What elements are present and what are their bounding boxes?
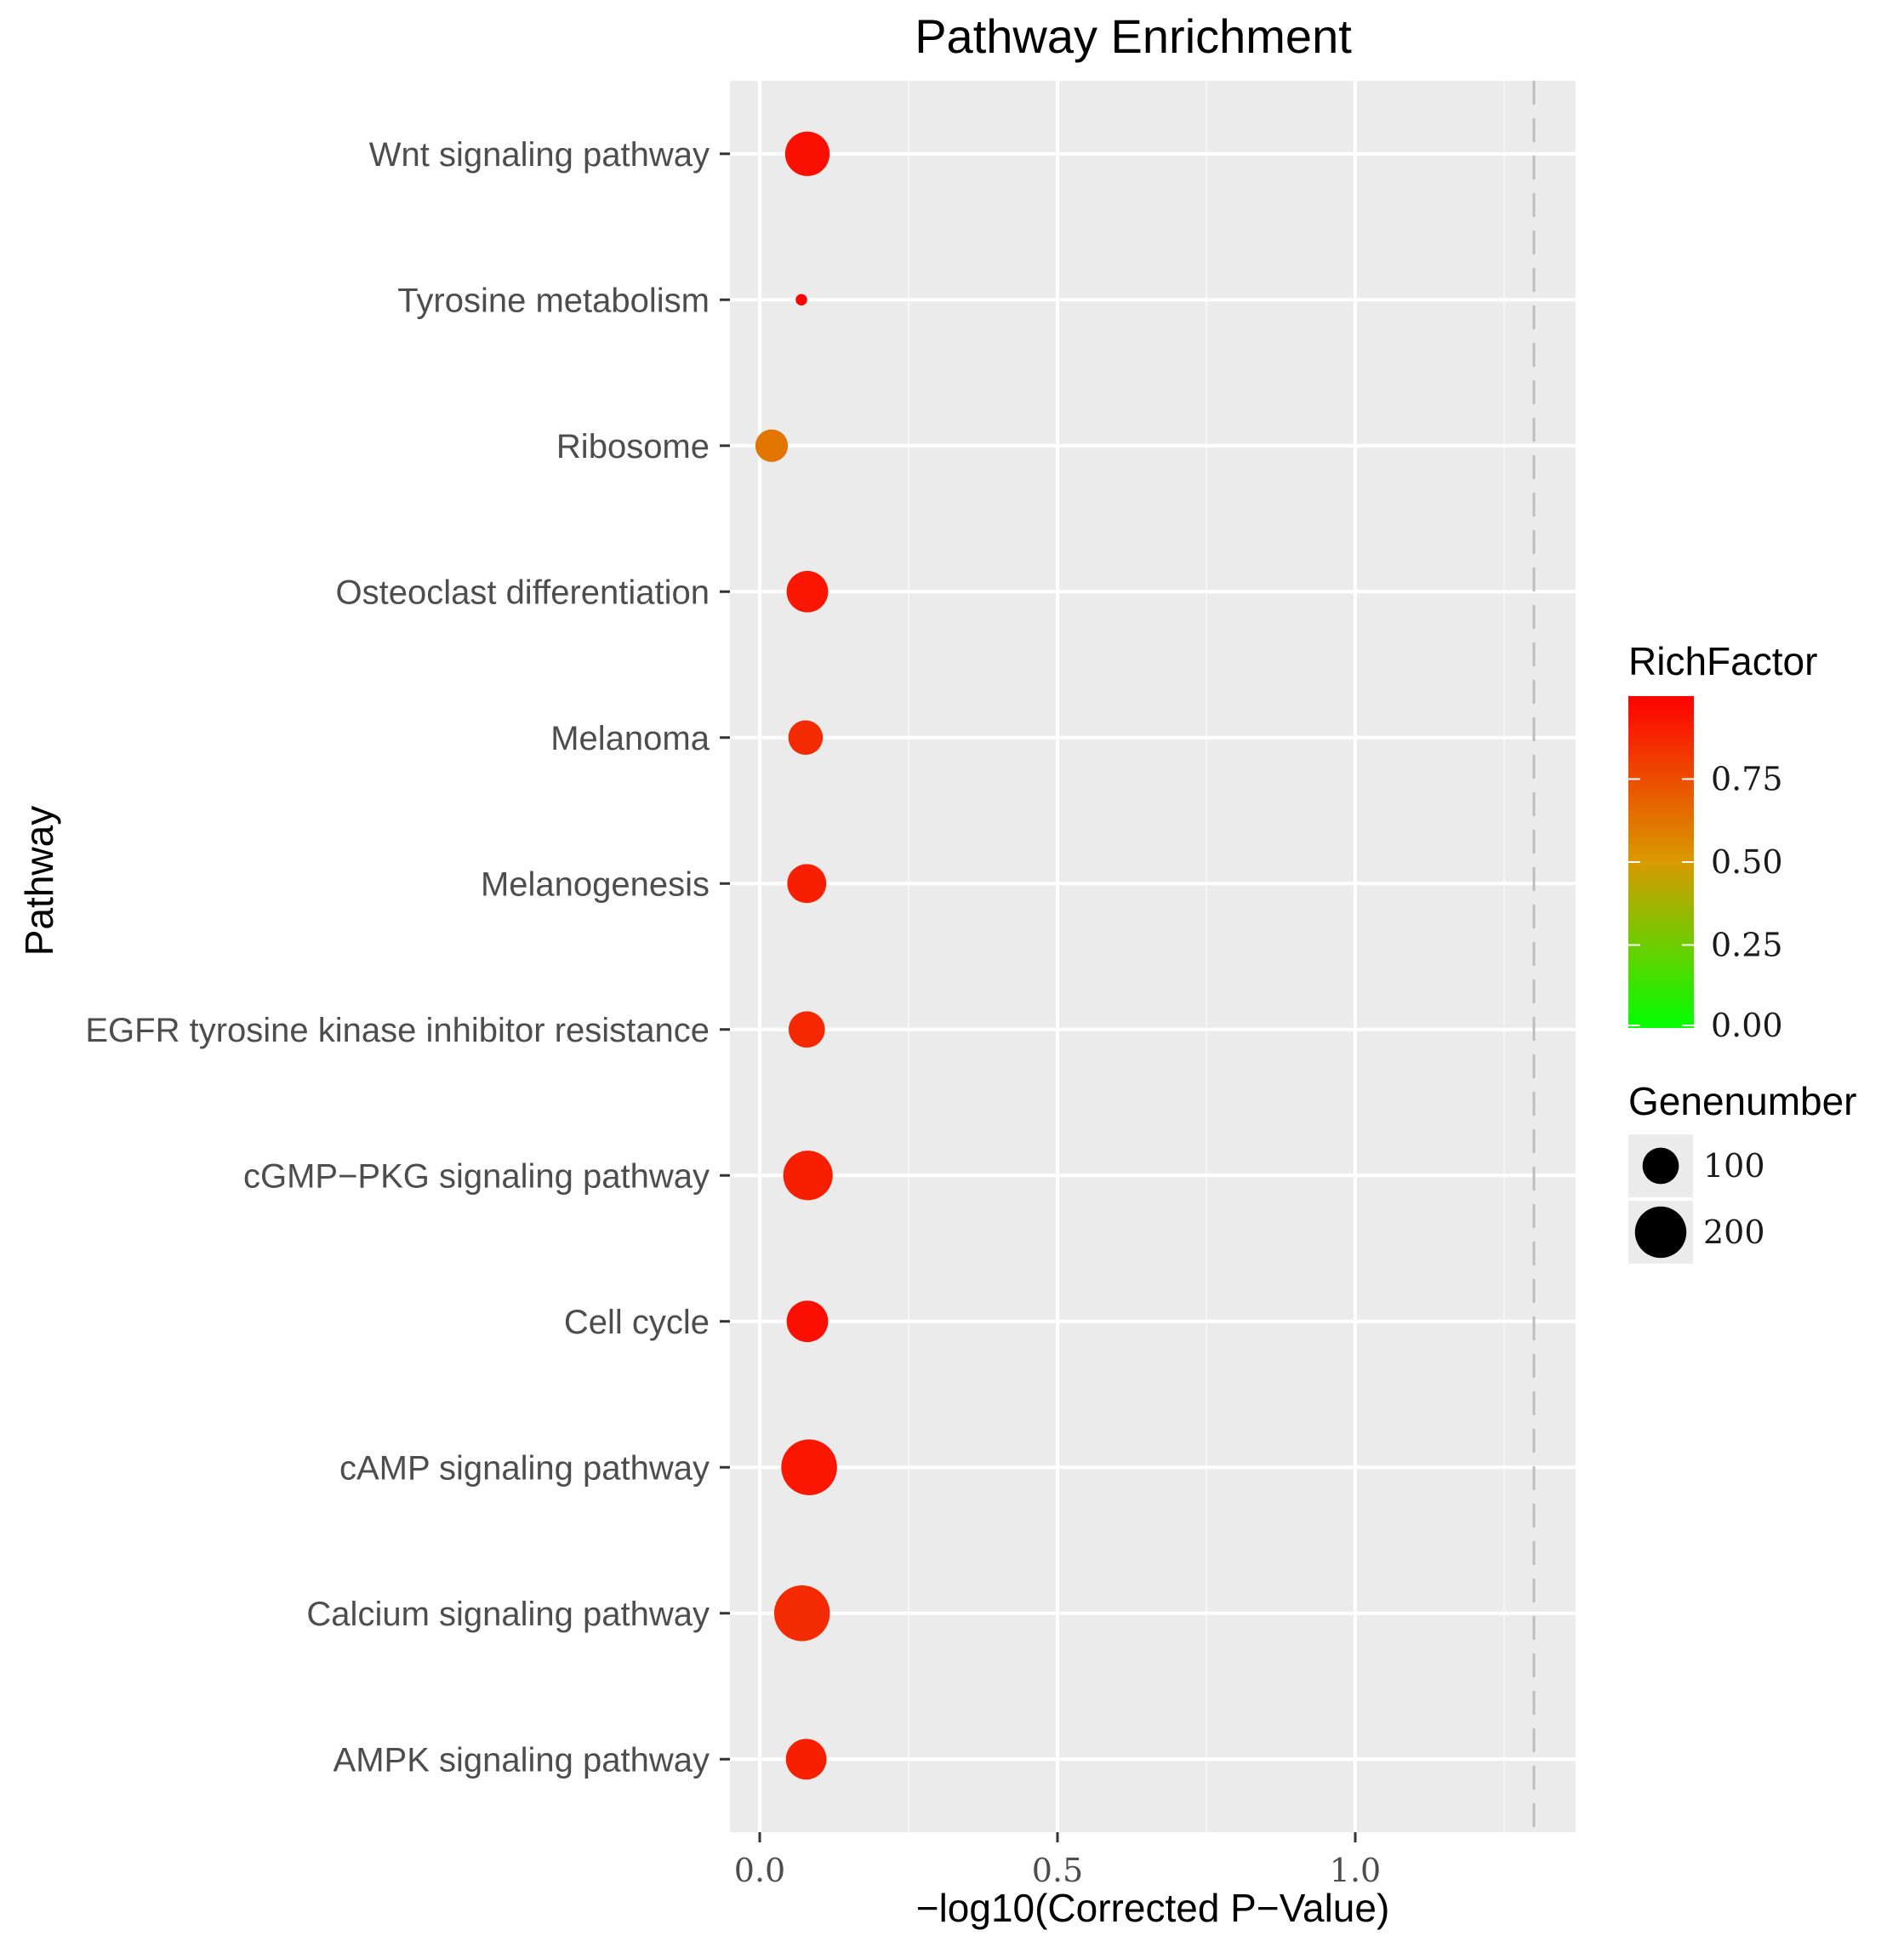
data-point: [774, 1585, 830, 1642]
x-tick-label: 0.5: [1032, 1852, 1083, 1889]
size-key-dot: [1643, 1148, 1679, 1185]
data-point: [795, 294, 807, 306]
x-tick-label: 0.0: [734, 1852, 785, 1889]
richfactor-legend: RichFactor 0.75 0.50 0.25 0.00: [1628, 639, 1817, 1044]
y-tick-label: Melanogenesis: [481, 865, 710, 903]
data-point: [787, 864, 826, 903]
y-tick-label: Wnt signaling pathway: [369, 136, 710, 174]
x-axis: 0.0 0.5 1.0: [734, 1832, 1381, 1889]
x-axis-title: −log10(Corrected P−Value): [916, 1886, 1390, 1930]
plot-panel: [730, 81, 1576, 1832]
data-point: [755, 430, 788, 462]
data-point: [786, 1739, 827, 1779]
y-axis: Wnt signaling pathway Tyrosine metabolism…: [85, 136, 730, 1779]
genenumber-legend-title: Genenumber: [1628, 1079, 1857, 1123]
richfactor-legend-title: RichFactor: [1628, 639, 1817, 683]
y-tick-label: cGMP−PKG signaling pathway: [243, 1157, 710, 1195]
size-key-label: 200: [1703, 1213, 1765, 1251]
chart-title: Pathway Enrichment: [915, 9, 1352, 63]
y-axis-title: Pathway: [17, 806, 61, 956]
y-tick-label: Calcium signaling pathway: [306, 1596, 710, 1633]
y-tick-label: Cell cycle: [564, 1304, 710, 1341]
data-point: [787, 571, 829, 613]
x-tick-label: 1.0: [1330, 1852, 1381, 1889]
y-tick-label: Melanoma: [550, 720, 710, 757]
data-point: [785, 132, 829, 176]
y-tick-label: EGFR tyrosine kinase inhibitor resistanc…: [85, 1012, 710, 1049]
y-tick-label: Osteoclast differentiation: [335, 574, 710, 611]
y-tick-label: AMPK signaling pathway: [333, 1741, 710, 1779]
data-point: [787, 1300, 829, 1342]
y-tick-label: cAMP signaling pathway: [339, 1449, 710, 1487]
data-point: [781, 1439, 837, 1495]
data-point: [789, 1011, 825, 1048]
colorbar-tick-label: 0.75: [1711, 761, 1783, 798]
y-tick-label: Ribosome: [556, 428, 710, 465]
pathway-enrichment-chart: Pathway Enrichment Wnt signaling pathway…: [0, 0, 1904, 1953]
colorbar-tick-label: 0.00: [1711, 1007, 1783, 1044]
size-key-label: 100: [1703, 1147, 1765, 1185]
size-key-dot: [1635, 1207, 1686, 1258]
genenumber-legend: Genenumber 100 200: [1628, 1079, 1857, 1264]
data-point: [789, 720, 824, 755]
colorbar-tick-label: 0.50: [1711, 843, 1783, 881]
y-tick-label: Tyrosine metabolism: [397, 282, 710, 319]
data-point: [784, 1151, 833, 1200]
colorbar-tick-label: 0.25: [1711, 927, 1783, 964]
